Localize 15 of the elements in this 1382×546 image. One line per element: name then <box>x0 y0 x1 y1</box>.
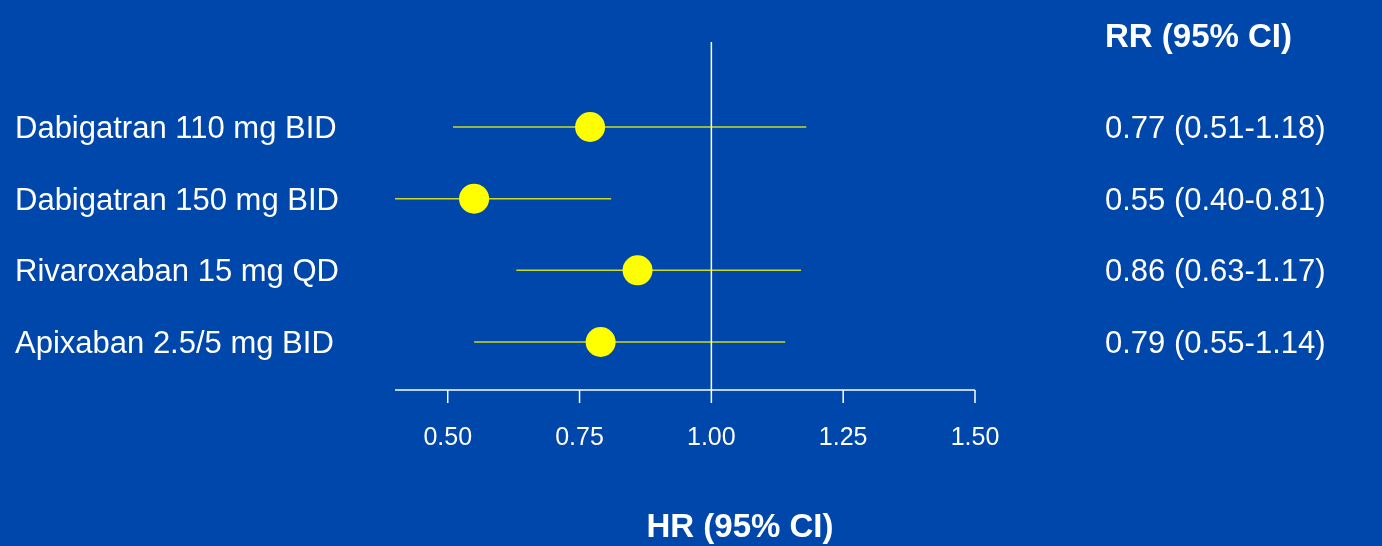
text: RR (95% CI) <box>1105 17 1293 54</box>
x-axis-title: HR (95% CI) <box>646 507 834 544</box>
data-label: 0.79 (0.55-1.14) <box>1105 325 1326 360</box>
y-tick-label: Rivaroxaban 15 mg QD <box>15 253 339 289</box>
x-tick-label: 1.00 <box>687 422 736 450</box>
y-tick-label: Dabigatran 110 mg BID <box>15 110 337 145</box>
y-tick-label: Dabigatran 150 mg BID <box>15 181 339 217</box>
x-tick-label: 1.50 <box>950 422 1000 450</box>
y-tick-label: Apixaban 2.5/5 mg BID <box>15 325 334 360</box>
data-label: 0.77 (0.51-1.18) <box>1105 110 1326 145</box>
x-tick-label: 1.25 <box>818 422 868 450</box>
data-label: 0.86 (0.63-1.17) <box>1105 253 1326 289</box>
x-tick-label: 0.75 <box>555 422 604 450</box>
x-tick-label: 0.50 <box>423 422 473 450</box>
data-label: 0.55 (0.40-0.81) <box>1105 181 1326 217</box>
